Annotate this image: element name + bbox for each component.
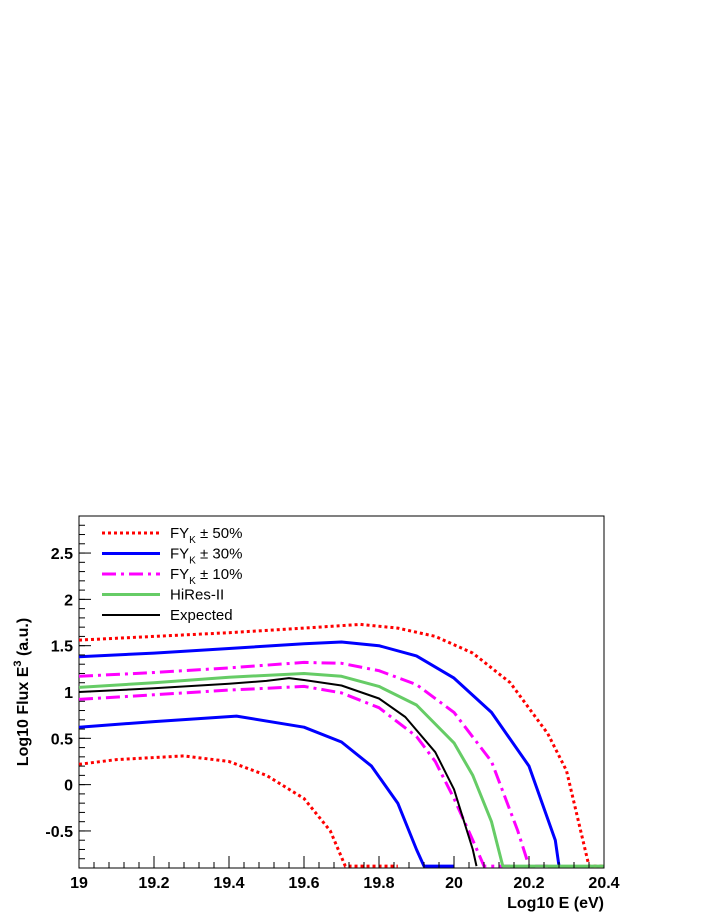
- series-line-1: [78, 754, 398, 868]
- x-tick-label: 19: [70, 875, 88, 892]
- y-axis-title: Log10 Flux E3 (a.u.): [12, 618, 32, 766]
- y-tick-label: 0.5: [51, 731, 73, 748]
- y-tick-label: 1.5: [51, 639, 73, 656]
- legend-label-2: FYK ± 10%: [170, 566, 242, 587]
- legend-label-3: HiRes-II: [170, 587, 224, 604]
- series-layer: [78, 622, 604, 868]
- y-tick-label: 2: [64, 592, 73, 609]
- series-line-0: [78, 622, 604, 868]
- x-tick-label: 19.4: [213, 875, 244, 892]
- legend-label-1: FYK ± 30%: [170, 546, 242, 567]
- x-axis-title: Log10 E (eV): [507, 895, 604, 912]
- legend: FYK ± 50%FYK ± 30%FYK ± 10%HiRes-II Expec…: [102, 525, 242, 624]
- x-tick-label: 20.4: [588, 875, 619, 892]
- y-tick-label: -0.5: [45, 824, 73, 841]
- y-axis-title-tail: (a.u.): [15, 618, 32, 661]
- series-line-2: [78, 640, 561, 867]
- x-tick-label: 20.2: [513, 875, 544, 892]
- y-tick-label: 0: [64, 778, 73, 795]
- legend-label-4: Expected: [170, 607, 233, 624]
- axis-ticks: 19 19.2 19.4 19.6 19.8 20 20.2 20.4 -0.5 0 0.5 1 1.5…: [45, 515, 620, 892]
- series-line-5: [78, 684, 511, 868]
- legend-label-0: FYK ± 50%: [170, 525, 242, 546]
- x-tick-label: 19.6: [288, 875, 319, 892]
- series-line-6: [78, 672, 604, 868]
- y-tick-label: 2.5: [51, 546, 73, 563]
- x-tick-label: 19.8: [363, 875, 394, 892]
- y-axis-title-main: Log10 Flux E: [15, 666, 32, 766]
- series-line-3: [78, 714, 454, 868]
- series-line-7: [78, 677, 478, 867]
- series-line-4: [78, 660, 548, 868]
- y-tick-label: 1: [64, 685, 73, 702]
- y-axis-title-sup: 3: [12, 660, 24, 666]
- x-tick-label: 19.2: [138, 875, 169, 892]
- x-tick-label: 20: [445, 875, 463, 892]
